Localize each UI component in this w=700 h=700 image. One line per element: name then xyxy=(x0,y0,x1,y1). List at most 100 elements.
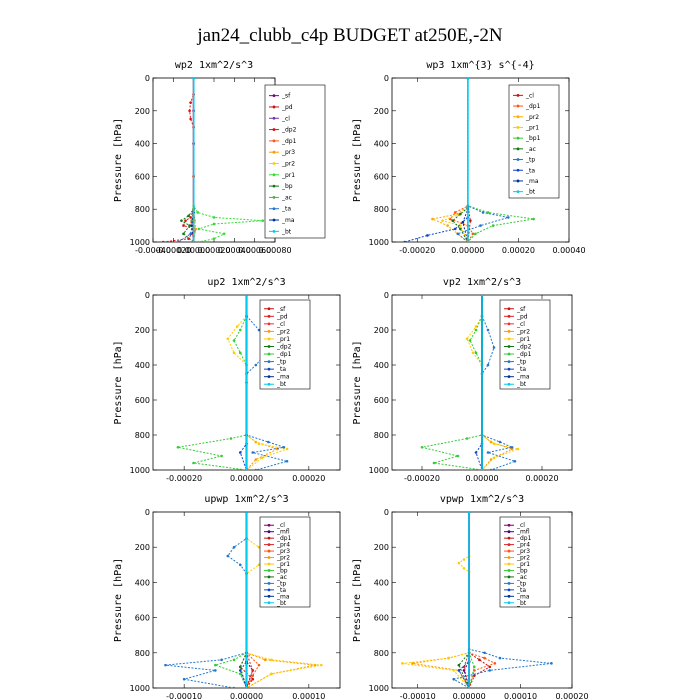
y-tick-label: 200 xyxy=(374,326,389,335)
legend-box xyxy=(259,299,311,390)
legend-marker xyxy=(272,150,276,154)
y-tick-label: 0 xyxy=(145,508,150,517)
series-line-ac xyxy=(451,78,469,242)
figure-title: jan24_clubb_c4p BUDGET at250E,-2N xyxy=(196,25,502,46)
legend-marker xyxy=(267,530,271,534)
legend-label: _dp1 xyxy=(516,535,532,542)
series-marker xyxy=(472,674,476,677)
series-marker xyxy=(257,563,261,567)
series-marker xyxy=(400,662,404,665)
legend-label: _pr1 xyxy=(276,561,290,568)
legend-label: _bp1 xyxy=(525,135,541,142)
legend-label: _dp1 xyxy=(525,103,541,110)
series-marker xyxy=(285,459,289,463)
legend-label: _pr2 xyxy=(276,328,290,335)
legend: _sf _pd _cl _dp2 _dp1 _pr3 _pr2 _pr1 _bp _ac _ta _m… xyxy=(264,84,326,239)
series-marker xyxy=(489,468,493,470)
legend-marker xyxy=(507,322,511,326)
series-line-ta xyxy=(458,512,470,688)
series-marker xyxy=(320,663,323,667)
panel-title: wp3 1xm^{3} s^{-4} xyxy=(426,60,534,71)
y-tick-label: 800 xyxy=(135,205,150,214)
legend-label: _bt xyxy=(276,381,287,388)
legend-marker xyxy=(267,581,271,585)
series-marker xyxy=(472,665,476,669)
legend-marker xyxy=(516,126,520,129)
y-tick-label: 600 xyxy=(135,172,150,181)
series-marker xyxy=(238,672,242,676)
series-marker xyxy=(257,442,261,446)
y-axis-label: Pressure [hPa] xyxy=(352,558,363,642)
series-line-tp xyxy=(246,295,289,470)
series-marker xyxy=(507,216,510,219)
series-marker xyxy=(479,224,482,227)
legend-label: _tp xyxy=(276,359,286,366)
legend-label: _bt xyxy=(276,600,287,607)
series-marker xyxy=(187,214,190,218)
series-marker xyxy=(447,656,450,660)
y-tick-label: 600 xyxy=(374,614,389,623)
series-line-tp xyxy=(456,78,509,242)
legend-label: _dp2 xyxy=(281,127,297,134)
series-line-tp xyxy=(165,512,247,688)
series-marker xyxy=(469,219,472,222)
panel-3: vp2 1xm^2/s^3 Pressure [hPa] 0 200 400 600 800… xyxy=(352,277,573,483)
legend-marker xyxy=(267,375,271,379)
series-marker xyxy=(212,237,216,241)
legend-label: _ta xyxy=(516,587,526,594)
series-marker xyxy=(254,458,258,461)
legend-label: _ma xyxy=(516,593,530,600)
series-marker xyxy=(161,240,165,242)
legend-label: _ac xyxy=(281,194,292,201)
series-marker xyxy=(180,219,183,222)
y-tick-label: 200 xyxy=(135,326,150,335)
y-tick-label: 400 xyxy=(374,578,389,587)
legend-label: _pr3 xyxy=(281,149,295,156)
series-marker xyxy=(189,232,192,236)
legend-label: _dp2 xyxy=(276,344,292,351)
series-line-pr3 xyxy=(468,512,497,688)
series-marker xyxy=(498,440,502,444)
y-tick-label: 400 xyxy=(135,578,150,587)
series-line-ta xyxy=(404,78,469,242)
series-marker xyxy=(458,227,462,231)
series-line-pr2 xyxy=(430,78,469,242)
legend-label: _ta xyxy=(276,366,286,373)
panels-group: wp2 1xm^2/s^3 Pressure [hPa] 0 200 400 600 800… xyxy=(113,60,589,700)
series-line-pr3 xyxy=(193,78,197,242)
series-marker xyxy=(403,240,406,242)
x-tick-label: 0.00020 xyxy=(197,246,230,255)
legend-label: _pr1 xyxy=(276,336,290,343)
series-marker xyxy=(488,665,492,669)
y-tick-label: 0 xyxy=(384,74,389,83)
series-marker xyxy=(426,234,429,237)
series-marker xyxy=(188,109,191,113)
series-marker xyxy=(254,468,258,470)
series-marker xyxy=(486,328,490,332)
series-line-pr1 xyxy=(246,512,322,688)
legend-label: _pr1 xyxy=(281,172,295,179)
y-tick-label: 800 xyxy=(135,649,150,658)
series-marker xyxy=(432,461,436,465)
series-marker xyxy=(238,669,242,672)
series-line-pr1 xyxy=(193,78,263,242)
legend-label: _pd xyxy=(281,104,293,111)
series-marker xyxy=(462,665,466,669)
legend-marker xyxy=(272,207,276,211)
series-marker xyxy=(182,224,185,227)
series-marker xyxy=(254,363,258,367)
series-marker xyxy=(465,337,469,341)
series-marker xyxy=(222,232,226,236)
legend-marker xyxy=(267,549,271,553)
x-tick-label: 0.00010 xyxy=(504,692,537,700)
series-group xyxy=(176,295,289,470)
series-marker xyxy=(238,563,242,567)
panel-5: vpwp 1xm^2/s^3 Pressure [hPa] 0 200 400 600 80… xyxy=(352,494,589,700)
x-tick-label: 0.00020 xyxy=(502,246,535,255)
y-tick-label: 400 xyxy=(374,140,389,149)
series-marker xyxy=(238,451,242,454)
series-marker xyxy=(452,669,456,672)
x-tick-label: 0.00020 xyxy=(292,474,325,483)
legend-label: _dp1 xyxy=(276,351,292,358)
x-tick-label: 0.00020 xyxy=(555,692,588,700)
